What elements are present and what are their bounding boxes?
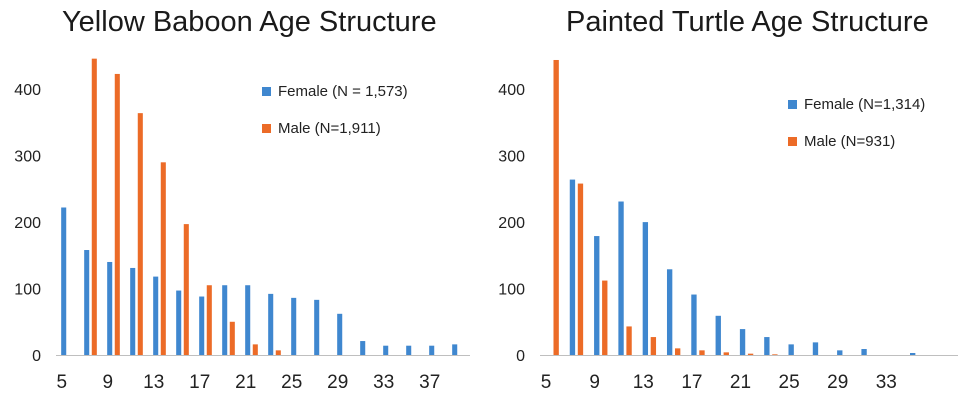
male-bar [602, 280, 608, 355]
x-tick-label: 37 [419, 372, 440, 393]
y-tick-label: 400 [14, 82, 41, 99]
female-bar [84, 250, 90, 355]
female-bar [764, 337, 770, 355]
x-tick-label: 25 [281, 372, 302, 393]
female-bar [861, 349, 867, 355]
female-bar [314, 299, 320, 355]
x-tick-label: 21 [235, 372, 256, 393]
x-tick-label: 33 [876, 372, 897, 393]
turtle-chart: Painted Turtle Age Structure 0 100 200 300 4… [480, 0, 961, 398]
y-tick-label: 300 [14, 149, 41, 166]
male-bar [626, 326, 632, 355]
legend-swatch [788, 100, 797, 109]
female-bar [594, 236, 600, 355]
female-bar [429, 345, 435, 355]
male-bar [577, 183, 584, 355]
female-bar [360, 341, 366, 355]
male-bar [772, 354, 778, 355]
male-bar [553, 59, 559, 356]
legend-swatch [788, 137, 797, 146]
x-tick-label: 17 [681, 372, 702, 393]
female-bar [642, 222, 649, 355]
legend-label: Male (N=1,911) [278, 120, 381, 137]
x-tick-label: 5 [56, 372, 67, 393]
turtle-plot-area: 0 100 200 300 400 5 9 13 17 21 25 29 33 Female (N=1,3… [498, 59, 958, 393]
baboon-chart: Yellow Baboon Age Structure 0 100 200 300 40… [0, 0, 480, 398]
female-bar [837, 350, 843, 355]
legend-label: Female (N=1,314) [804, 96, 925, 113]
x-tick-label: 29 [827, 372, 848, 393]
chart-title: Painted Turtle Age Structure [566, 6, 929, 38]
x-tick-label: 21 [730, 372, 751, 393]
male-bar [275, 350, 281, 355]
x-tick-label: 9 [102, 372, 113, 393]
y-tick-label: 0 [32, 348, 41, 365]
female-bar [153, 276, 159, 355]
male-bar [114, 73, 120, 355]
female-bar [788, 344, 794, 355]
x-tick-label: 29 [327, 372, 348, 393]
female-bar [739, 329, 746, 355]
chart-title: Yellow Baboon Age Structure [62, 6, 437, 38]
y-tick-label: 400 [498, 82, 525, 99]
female-bar [812, 342, 819, 355]
female-bar [130, 267, 136, 355]
male-bar [747, 353, 754, 355]
female-bar [291, 297, 297, 355]
male-bar [252, 344, 258, 355]
male-bar [137, 113, 143, 356]
legend-label: Female (N = 1,573) [278, 83, 408, 100]
male-bar [674, 348, 681, 355]
female-bar [666, 269, 673, 355]
legend-swatch [262, 124, 271, 133]
female-bar [715, 315, 721, 355]
female-bar [618, 201, 624, 355]
x-tick-label: 13 [143, 372, 164, 393]
legend-swatch [262, 87, 271, 96]
female-bar [452, 344, 458, 355]
y-tick-label: 0 [516, 348, 525, 365]
female-bar [910, 353, 916, 355]
female-bar [222, 285, 228, 355]
male-bar [183, 224, 189, 355]
x-tick-label: 17 [189, 372, 210, 393]
legend-label: Male (N=931) [804, 133, 895, 150]
male-bar [650, 337, 657, 355]
female-bar [61, 207, 67, 355]
male-bar [229, 321, 235, 355]
baboon-plot-area: 0 100 200 300 400 5 9 13 17 21 25 29 33 37 Female (N =… [14, 58, 470, 393]
male-bar [91, 58, 97, 355]
y-tick-label: 300 [498, 149, 525, 166]
y-tick-label: 100 [498, 282, 525, 299]
female-bar [406, 345, 412, 355]
male-bar [699, 350, 705, 355]
female-bar [245, 285, 251, 355]
female-bar [107, 261, 113, 355]
male-bar [206, 285, 212, 355]
female-bar [176, 290, 182, 355]
female-bar [268, 293, 274, 355]
x-tick-label: 33 [373, 372, 394, 393]
x-tick-label: 5 [541, 372, 552, 393]
x-tick-label: 13 [633, 372, 654, 393]
female-bar [569, 179, 576, 355]
female-bar [337, 313, 343, 355]
male-bar [160, 162, 166, 355]
y-tick-label: 200 [14, 215, 41, 232]
female-bar [691, 294, 697, 355]
x-tick-label: 25 [779, 372, 800, 393]
x-tick-label: 9 [589, 372, 600, 393]
female-bar [383, 345, 389, 355]
y-tick-label: 100 [14, 282, 41, 299]
male-bar [723, 352, 729, 355]
y-tick-label: 200 [498, 215, 525, 232]
female-bar [199, 296, 205, 355]
